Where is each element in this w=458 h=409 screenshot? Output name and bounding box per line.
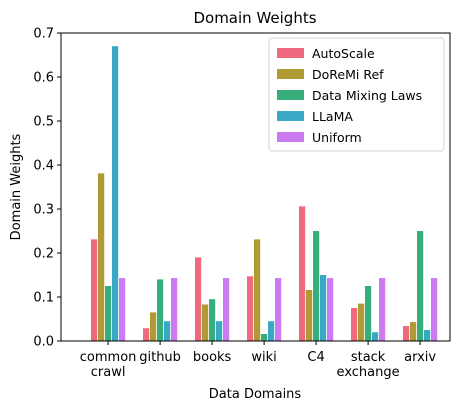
legend-swatch — [277, 69, 304, 79]
legend-label: Data Mixing Laws — [312, 88, 422, 103]
legend-swatch — [277, 90, 304, 100]
y-tick-label: 0.6 — [33, 71, 54, 86]
bar-data-mixing-laws — [365, 286, 372, 341]
plot-frame — [60, 32, 451, 342]
bar-autoscale — [299, 206, 306, 341]
y-tick-label: 0.7 — [33, 27, 54, 42]
x-tick-label: common — [80, 350, 137, 365]
bar-data-mixing-laws — [261, 333, 268, 341]
bar-doremi-ref — [254, 239, 261, 341]
bar-autoscale — [247, 276, 254, 341]
bar-autoscale — [351, 308, 358, 341]
bar-llama — [424, 330, 431, 341]
y-tick-label: 0.5 — [33, 115, 54, 130]
bar-uniform — [275, 278, 282, 341]
y-axis: 0.0 0.1 0.2 0.3 0.4 0.5 0.6 0.7 — [33, 27, 61, 350]
x-tick-label: books — [193, 350, 232, 365]
legend: AutoScale DoReMi Ref Data Mixing Laws LLaMA… — [268, 37, 445, 152]
bars-group — [91, 46, 438, 341]
bar-doremi-ref — [150, 312, 157, 341]
x-tick-label: github — [139, 350, 181, 365]
legend-box — [268, 37, 445, 152]
bar-llama — [216, 321, 223, 341]
bar-autoscale — [195, 257, 202, 341]
bar-llama — [268, 321, 275, 341]
bar-data-mixing-laws — [157, 279, 164, 341]
bar-llama — [320, 275, 327, 341]
x-tick-label: C4 — [307, 350, 324, 365]
y-tick-label: 0.3 — [33, 203, 54, 218]
x-tick-label: exchange — [337, 365, 400, 380]
bar-uniform — [327, 278, 334, 341]
legend-label: Uniform — [312, 130, 362, 145]
y-axis-title: Domain Weights — [9, 133, 24, 240]
y-tick-label: 0.2 — [33, 247, 54, 262]
x-tick-label: stack — [351, 350, 386, 365]
bar-doremi-ref — [410, 322, 417, 341]
bar-doremi-ref — [306, 289, 313, 341]
bar-uniform — [119, 278, 126, 341]
bar-doremi-ref — [202, 304, 209, 341]
bar-data-mixing-laws — [209, 299, 216, 341]
legend-label: AutoScale — [312, 46, 375, 61]
x-tick-label: crawl — [91, 365, 126, 380]
bar-autoscale — [91, 239, 98, 341]
legend-swatch — [277, 132, 304, 142]
bar-data-mixing-laws — [105, 286, 112, 341]
y-tick-label: 0.1 — [33, 291, 54, 306]
bar-uniform — [171, 278, 178, 341]
bar-uniform — [223, 278, 230, 341]
bar-data-mixing-laws — [313, 231, 320, 341]
y-tick-label: 0.4 — [33, 159, 54, 174]
legend-swatch — [277, 111, 304, 121]
bar-llama — [112, 46, 119, 341]
bar-doremi-ref — [98, 173, 105, 341]
y-tick-label: 0.0 — [33, 335, 54, 350]
x-tick-label: arxiv — [404, 350, 436, 365]
bar-uniform — [379, 278, 386, 341]
legend-swatch — [277, 48, 304, 58]
bar-doremi-ref — [358, 303, 365, 341]
chart-title: Domain Weights — [193, 9, 316, 27]
x-axis-title: Data Domains — [209, 387, 302, 402]
bar-data-mixing-laws — [417, 231, 424, 341]
bar-autoscale — [143, 328, 150, 341]
legend-label: LLaMA — [312, 109, 353, 124]
bar-llama — [164, 321, 171, 341]
x-tick-label: wiki — [251, 350, 276, 365]
legend-label: DoReMi Ref — [312, 67, 384, 82]
bar-llama — [372, 332, 379, 341]
bar-autoscale — [403, 326, 410, 341]
bar-uniform — [431, 278, 438, 341]
